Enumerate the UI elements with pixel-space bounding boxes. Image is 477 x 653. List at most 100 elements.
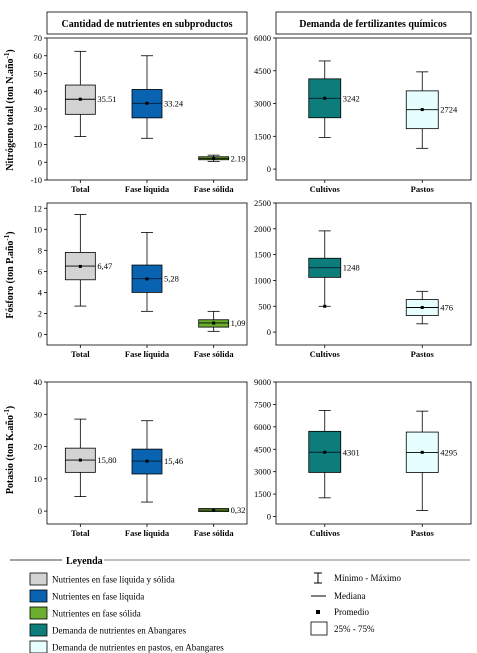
x-tick-label: Fase sólida bbox=[194, 184, 235, 194]
y-tick-label: 0 bbox=[267, 327, 271, 337]
plot-frame bbox=[275, 202, 472, 346]
y-tick-label: 0 bbox=[38, 157, 42, 167]
y-tick-label: 30 bbox=[34, 409, 43, 419]
x-tick-label: Pastos bbox=[411, 528, 435, 538]
x-tick-label: Total bbox=[71, 349, 90, 359]
x-tick-label: Fase líquida bbox=[125, 184, 170, 194]
box-cultivos: 3242 bbox=[308, 60, 360, 138]
box-cultivos: 4301 bbox=[308, 409, 360, 499]
value-label: 6,47 bbox=[97, 261, 112, 271]
legend-mean-label: Promedio bbox=[334, 607, 369, 617]
y-tick-label: 0 bbox=[267, 164, 271, 174]
y-tick-label: 6000 bbox=[254, 33, 271, 43]
chart-phosphorus-demand: 0 500 1000 1500 2000 2500 Cultivos 1248 Pastos 47… bbox=[254, 198, 472, 359]
y-tick-label: 60 bbox=[34, 51, 43, 61]
chart-nitrogen-demand: 0 1500 3000 4500 6000 Cultivos 3242 Pastos 2724 bbox=[254, 33, 472, 194]
value-label: 476 bbox=[440, 303, 453, 313]
chart-phosphorus-subproducts: 0 2 4 6 8 10 12 Total 6,47 Fase líquida 5,28 Fase s… bbox=[34, 202, 248, 359]
legend-swatch bbox=[29, 623, 48, 637]
legend-box-label: 25% - 75% bbox=[334, 624, 375, 634]
box-cultivos: 1248 bbox=[308, 230, 360, 308]
y-tick-label: 2000 bbox=[254, 224, 271, 234]
x-tick-label: Cultivos bbox=[310, 528, 341, 538]
legend-item-label: Demanda de nutrientes en pastos, en Aban… bbox=[52, 643, 224, 653]
value-label: 3242 bbox=[343, 93, 360, 103]
x-tick-label: Pastos bbox=[411, 349, 435, 359]
x-tick-label: Fase líquida bbox=[125, 528, 170, 538]
legend: Leyenda Nutrientes en fase líquida y sól… bbox=[10, 556, 470, 653]
header-right: Demanda de fertilizantes químicos bbox=[299, 19, 447, 30]
y-tick-label: 0 bbox=[38, 506, 42, 516]
value-label: 2724 bbox=[440, 105, 458, 115]
y-tick-label: 12 bbox=[34, 203, 43, 213]
y-tick-label: 70 bbox=[34, 33, 43, 43]
box-total: 6,47 bbox=[64, 214, 112, 307]
legend-item-label: Nutrientes en fase sólida bbox=[52, 609, 141, 619]
value-label: 15,46 bbox=[164, 456, 183, 466]
box-pastos: 4295 bbox=[405, 410, 457, 511]
y-tick-label: 0 bbox=[267, 512, 271, 522]
chart-potassium-demand: 0 1500 3000 4500 6000 7500 9000 Cultivos 4301 Pas… bbox=[254, 377, 472, 538]
y-tick-label: 3000 bbox=[254, 99, 271, 109]
value-label: 4301 bbox=[343, 447, 360, 457]
value-label: 1248 bbox=[343, 263, 360, 273]
chart-nitrogen-subproducts: -10 0 10 20 30 40 50 60 70 Total 35.51 Fase líquida… bbox=[31, 33, 248, 194]
value-label: 1,09 bbox=[231, 318, 246, 328]
header-left-frame bbox=[46, 11, 248, 35]
y-tick-label: 40 bbox=[34, 377, 43, 387]
legend-median-label: Mediana bbox=[334, 591, 366, 601]
y-tick-label: 30 bbox=[34, 104, 43, 114]
y-tick-label: 9000 bbox=[254, 377, 271, 387]
legend-title: Leyenda bbox=[66, 556, 103, 567]
legend-swatch bbox=[29, 572, 48, 586]
y-tick-label: 1000 bbox=[254, 275, 271, 285]
x-tick-label: Total bbox=[71, 528, 90, 538]
box-pastos: 2724 bbox=[405, 71, 458, 149]
value-label: 0,32 bbox=[231, 505, 246, 515]
x-tick-label: Pastos bbox=[411, 184, 435, 194]
legend-swatch bbox=[29, 606, 48, 620]
y-tick-label: 3000 bbox=[254, 467, 271, 477]
y-tick-label: 0 bbox=[38, 329, 42, 339]
y-tick-label: 40 bbox=[34, 86, 43, 96]
value-label: 33.24 bbox=[164, 98, 184, 108]
y-tick-label: 1500 bbox=[254, 489, 271, 499]
y-tick-label: 50 bbox=[34, 69, 43, 79]
y-tick-label: 2 bbox=[38, 308, 42, 318]
y-tick-label: 10 bbox=[34, 140, 43, 150]
box-total: 35.51 bbox=[64, 50, 116, 137]
x-tick-label: Total bbox=[71, 184, 90, 194]
y-axis-title-nitrogen: Nitrógeno total (ton N.año-1) bbox=[3, 49, 16, 170]
y-tick-label: 7500 bbox=[254, 399, 271, 409]
legend-item-label: Nutrientes en fase líquida bbox=[52, 592, 144, 602]
y-tick-label: 8 bbox=[38, 245, 42, 255]
y-tick-label: 4500 bbox=[254, 444, 271, 454]
legend-symbol-box bbox=[310, 621, 328, 636]
value-label: 35.51 bbox=[97, 94, 116, 104]
y-tick-label: 500 bbox=[258, 301, 271, 311]
y-axis-title-phosphorus: Fósforo (ton P.año-1) bbox=[3, 231, 16, 318]
x-tick-label: Fase líquida bbox=[125, 349, 170, 359]
y-tick-label: 10 bbox=[34, 224, 43, 234]
box-total: 15,80 bbox=[64, 418, 116, 497]
legend-swatch bbox=[29, 589, 48, 603]
box-fase-líquida: 5,28 bbox=[131, 232, 179, 312]
box-fase-líquida: 15,46 bbox=[131, 420, 183, 503]
value-label: 2.19 bbox=[231, 153, 246, 163]
legend-swatch bbox=[29, 640, 48, 653]
value-label: 4295 bbox=[440, 447, 457, 457]
y-tick-label: 4500 bbox=[254, 66, 271, 76]
y-tick-label: 10 bbox=[34, 474, 43, 484]
box-fase-sólida: 0,32 bbox=[198, 505, 246, 515]
y-tick-label: 2500 bbox=[254, 198, 271, 208]
y-tick-label: 6000 bbox=[254, 422, 271, 432]
y-tick-label: 4 bbox=[38, 287, 43, 297]
box-pastos: 476 bbox=[405, 290, 453, 325]
y-tick-label: 20 bbox=[34, 122, 43, 132]
x-tick-label: Fase sólida bbox=[194, 528, 235, 538]
x-tick-label: Cultivos bbox=[310, 349, 341, 359]
y-tick-label: 1500 bbox=[254, 131, 271, 141]
y-tick-label: -10 bbox=[31, 175, 42, 185]
header-left: Cantidad de nutrientes en subproductos bbox=[62, 19, 233, 30]
